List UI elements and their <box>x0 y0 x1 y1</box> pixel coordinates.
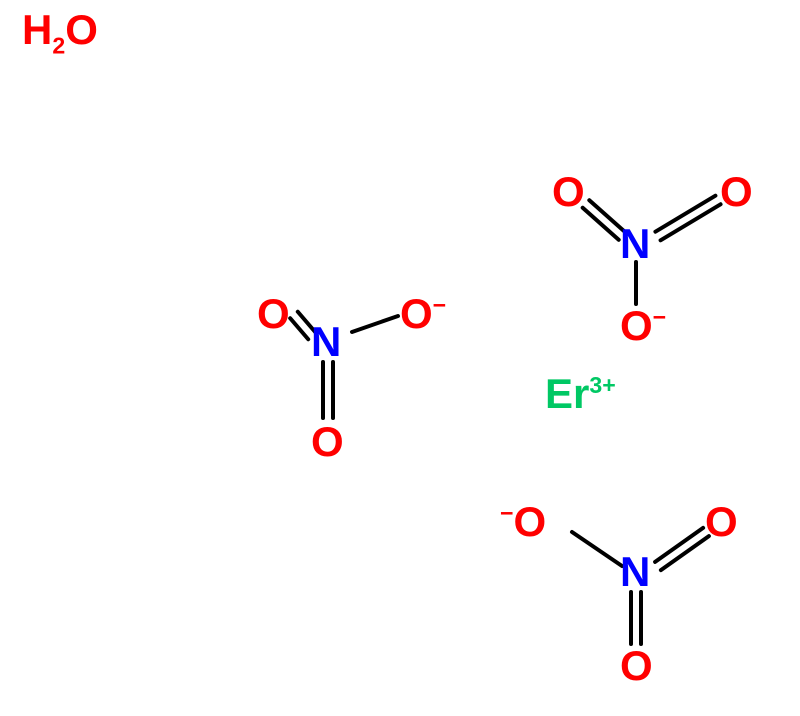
atom-n3_O_b: O <box>620 642 653 690</box>
atom-n3_O_t: −O <box>500 498 546 546</box>
atom-n3_N: N <box>620 548 650 596</box>
atom-n2_O_tr: O <box>720 168 753 216</box>
molecule-diagram: H2OONO−OOONO−Er3+−OONO <box>0 0 800 716</box>
atom-n2_O_b: O− <box>620 302 666 350</box>
atom-n1_O_down: O <box>311 418 344 466</box>
atom-n3_O_tr: O <box>705 498 738 546</box>
atom-n2_O_tl: O <box>552 168 585 216</box>
atom-n1_O_right: O− <box>400 290 446 338</box>
atom-er: Er3+ <box>545 370 616 418</box>
atom-h2o: H2O <box>22 6 98 59</box>
atom-n1_N: N <box>311 318 341 366</box>
atom-n1_O_left: O <box>257 290 290 338</box>
bond-layer <box>0 0 800 716</box>
atom-n2_N: N <box>620 220 650 268</box>
